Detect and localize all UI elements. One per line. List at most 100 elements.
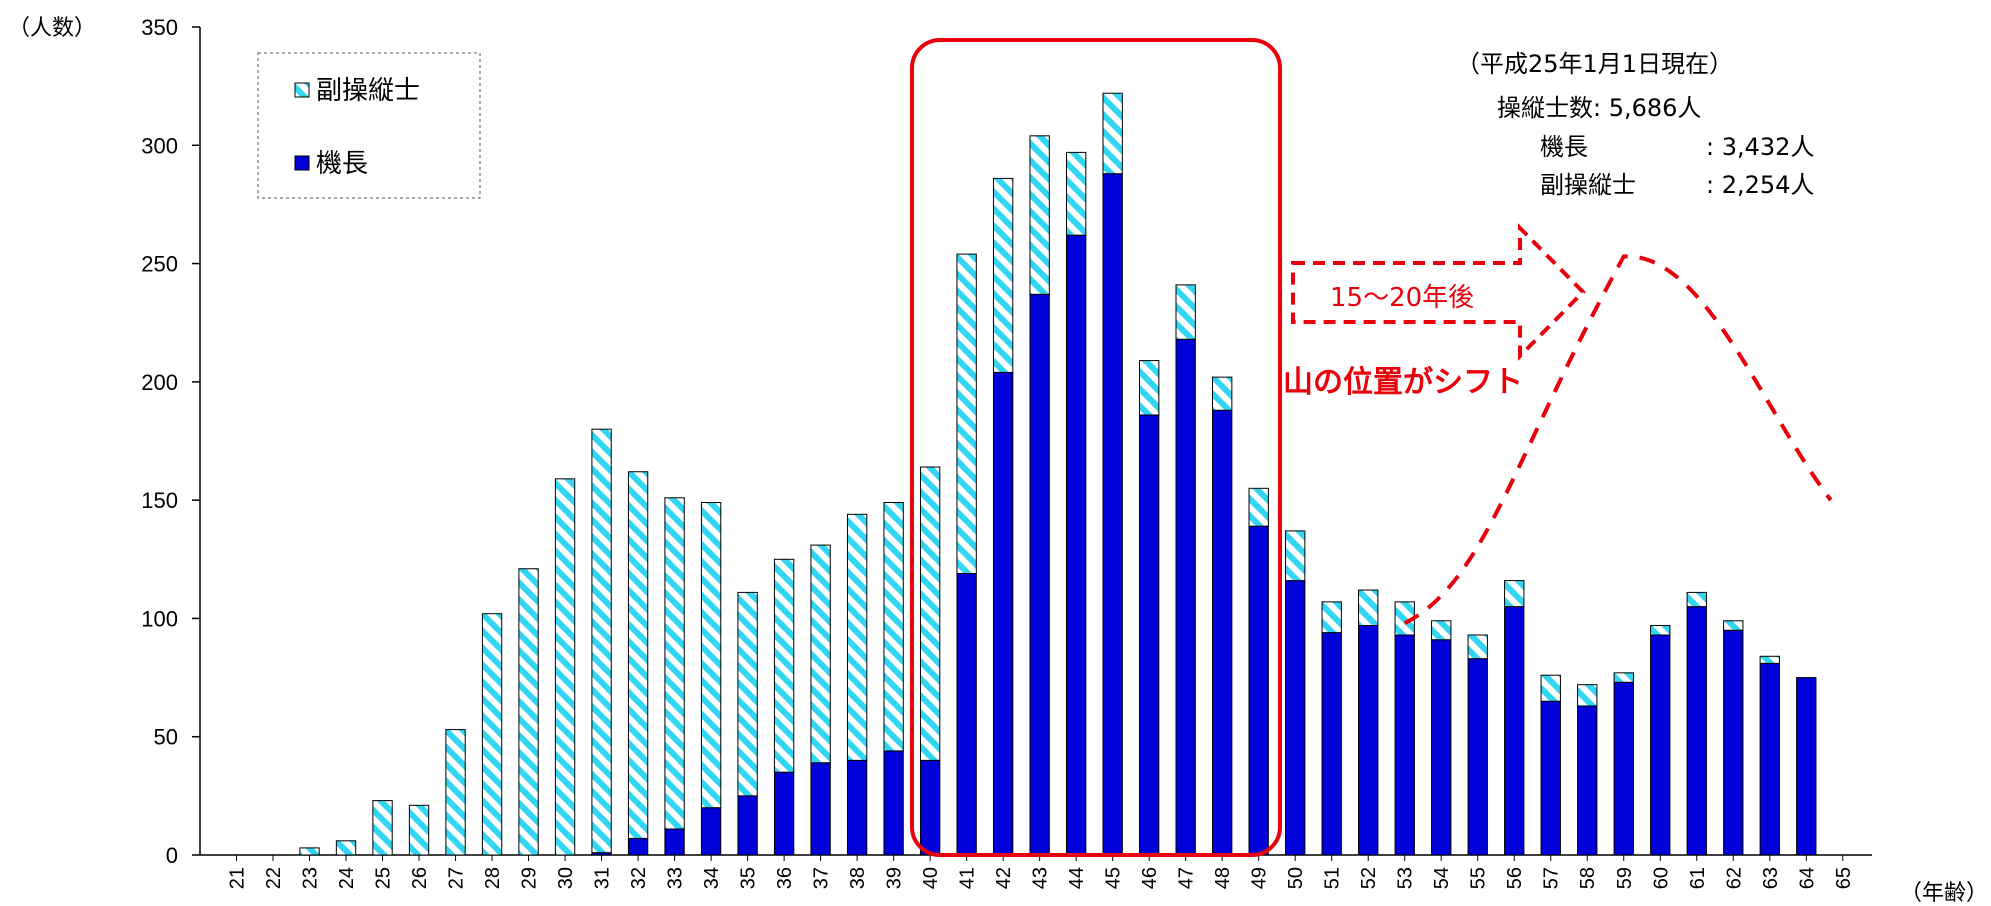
bar-first-officer <box>1102 92 1123 175</box>
y-axis-label: （人数） <box>8 16 96 41</box>
x-tick-label: 60 <box>1650 867 1672 889</box>
x-tick-label: 63 <box>1760 867 1782 889</box>
bar-first-officer <box>1212 376 1233 411</box>
bar-captain <box>1029 293 1050 856</box>
info-box: （平成25年1月1日現在） 操縦士数: 5,686人 機長 : 3,432人 副… <box>1456 50 1814 199</box>
bar-captain <box>846 759 868 856</box>
bar-first-officer <box>773 558 795 773</box>
x-tick-label: 35 <box>738 867 760 889</box>
y-tick-label: 250 <box>141 252 178 277</box>
bar-captain <box>1431 639 1452 856</box>
bar-first-officer <box>664 497 685 830</box>
x-tick-label: 59 <box>1614 867 1636 889</box>
y-tick-label: 0 <box>166 843 178 868</box>
x-tick-label: 36 <box>774 867 796 889</box>
info-date: （平成25年1月1日現在） <box>1456 50 1733 78</box>
bar-captain <box>992 371 1014 856</box>
bar-captain <box>1540 700 1561 856</box>
x-tick-label: 55 <box>1468 867 1490 889</box>
bar-captain <box>1102 173 1123 856</box>
x-ticks: 21 22 23 24 25 26 27 28 29 30 31 32 33 34 35 36 37 38 39 40… <box>227 855 1855 889</box>
y-tick-label: 50 <box>154 725 178 750</box>
bar-first-officer <box>408 804 430 856</box>
bar-first-officer <box>883 502 904 752</box>
bar-captain <box>1467 658 1488 856</box>
bar-first-officer <box>737 591 758 797</box>
bar-captain <box>1504 606 1525 856</box>
bar-first-officer <box>1577 684 1598 707</box>
x-tick-label: 37 <box>811 867 833 889</box>
x-tick-label: 31 <box>592 867 614 889</box>
bar-captain <box>1394 634 1415 856</box>
shift-text: 山の位置がシフト <box>1283 365 1523 400</box>
x-tick-label: 58 <box>1577 867 1599 889</box>
x-tick-label: 42 <box>993 867 1015 889</box>
bar-first-officer <box>1759 655 1780 664</box>
bar-first-officer <box>445 729 466 856</box>
x-tick-label: 21 <box>227 867 249 889</box>
bar-first-officer <box>518 568 539 856</box>
x-tick-label: 28 <box>482 867 504 889</box>
bar-captain <box>1686 606 1707 856</box>
bar-captain <box>737 795 758 856</box>
info-first-officer-value: : 2,254人 <box>1706 171 1814 199</box>
bar-captain <box>1358 625 1379 856</box>
x-axis-label: （年齢） <box>1900 881 1988 906</box>
info-total: 操縦士数: 5,686人 <box>1497 94 1701 122</box>
bar-first-officer <box>1065 151 1087 236</box>
x-tick-label: 27 <box>446 867 468 889</box>
y-ticks: 0 50 100 150 200 250 300 350 <box>141 15 200 868</box>
bar-captain <box>1321 632 1342 856</box>
bar-first-officer <box>627 471 649 839</box>
bar-first-officer <box>1613 672 1634 683</box>
y-tick-label: 200 <box>141 370 178 395</box>
bar-first-officer <box>554 478 576 856</box>
x-tick-label: 48 <box>1212 867 1234 889</box>
bar-first-officer <box>1175 284 1196 340</box>
bar-first-officer <box>591 428 612 854</box>
y-tick-label: 100 <box>141 606 178 631</box>
x-tick-label: 61 <box>1687 867 1709 889</box>
arrow-text: 15～20年後 <box>1330 283 1474 313</box>
bar-captain <box>664 828 685 856</box>
bar-first-officer <box>1321 601 1342 634</box>
bar-captain <box>627 837 649 856</box>
bar-captain <box>1285 580 1306 856</box>
bar-first-officer <box>700 502 722 809</box>
bar-first-officer <box>992 177 1014 373</box>
bar-captain <box>1065 234 1087 856</box>
bar-first-officer <box>372 800 393 856</box>
x-tick-label: 43 <box>1030 867 1052 889</box>
bar-first-officer <box>956 253 977 574</box>
legend-swatch-first-officer <box>294 82 310 98</box>
legend-label-first-officer: 副操縦士 <box>316 76 420 106</box>
bar-captain <box>1796 677 1817 856</box>
bar-first-officer <box>1285 530 1306 582</box>
bars <box>299 92 1817 856</box>
bar-first-officer <box>1504 580 1525 608</box>
y-tick-label: 350 <box>141 15 178 40</box>
projected-curve <box>1403 254 1833 625</box>
x-tick-label: 64 <box>1796 867 1818 889</box>
x-tick-label: 50 <box>1285 867 1307 889</box>
bar-captain <box>700 807 722 856</box>
bar-first-officer <box>1723 620 1744 631</box>
highlight-box <box>910 38 1282 857</box>
bar-captain <box>956 572 977 856</box>
bar-first-officer <box>919 466 941 761</box>
bar-first-officer <box>1358 589 1379 627</box>
x-tick-label: 30 <box>555 867 577 889</box>
x-tick-label: 46 <box>1139 867 1161 889</box>
bar-captain <box>919 759 941 856</box>
x-tick-label: 22 <box>263 867 285 889</box>
legend-label-captain: 機長 <box>316 149 368 179</box>
x-tick-label: 34 <box>701 867 723 889</box>
bar-captain <box>773 771 795 856</box>
x-tick-label: 44 <box>1066 867 1088 889</box>
x-tick-label: 57 <box>1541 867 1563 889</box>
legend: 副操縦士 機長 <box>257 52 481 199</box>
bar-captain <box>1650 634 1671 856</box>
bar-captain <box>883 750 904 856</box>
x-tick-label: 39 <box>884 867 906 889</box>
